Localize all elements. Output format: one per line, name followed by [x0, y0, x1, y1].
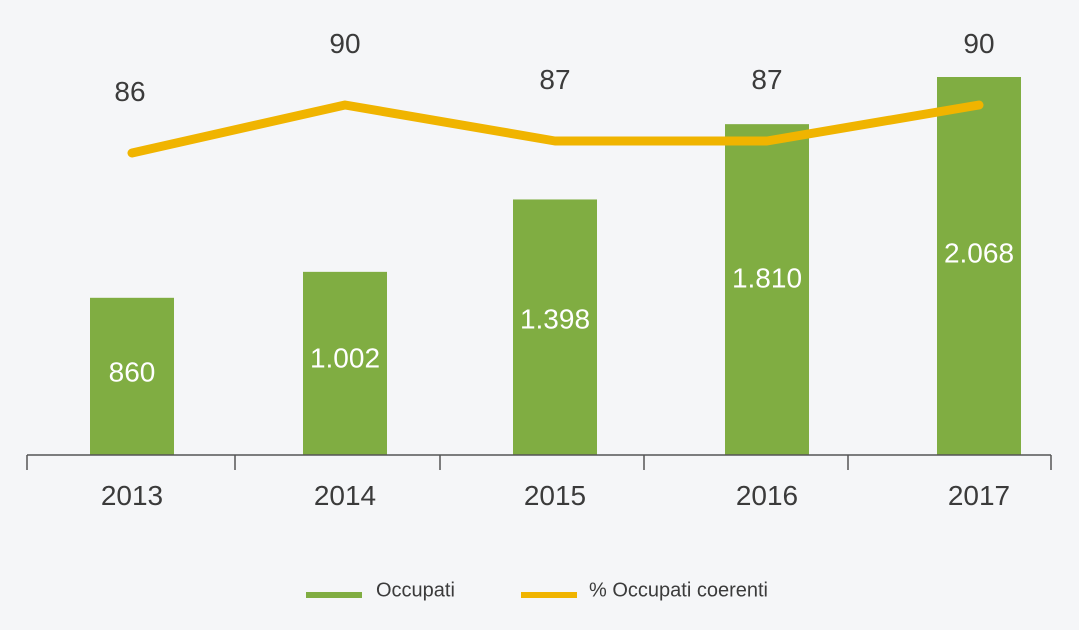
labels-group: 860 1.002 1.398 1.810 2.068 86 90 87 87 90	[109, 28, 1014, 388]
legend: Occupati % Occupati coerenti	[306, 579, 768, 601]
legend-label-occupati: Occupati	[376, 579, 455, 601]
legend-label-occupati-coerenti: % Occupati coerenti	[589, 579, 768, 601]
x-tick-label-2013: 2013	[101, 480, 163, 511]
x-tick-label-2014: 2014	[314, 480, 376, 511]
bar-label-2017: 2.068	[944, 237, 1014, 268]
bar-label-2013: 860	[109, 357, 156, 388]
line-label-2017: 90	[963, 28, 994, 59]
bar-label-2016: 1.810	[732, 263, 802, 294]
x-axis: 2013 2014 2015 2016 2017	[26, 454, 1052, 511]
bars-group	[90, 77, 1021, 456]
line-label-2014: 90	[329, 28, 360, 59]
bar-2016	[725, 124, 809, 456]
bar-2017	[937, 77, 1021, 455]
bar-2014	[303, 271, 387, 455]
bar-label-2014: 1.002	[310, 342, 380, 373]
x-tick-label-2017: 2017	[948, 480, 1010, 511]
line-label-2015: 87	[539, 64, 570, 95]
bar-label-2015: 1.398	[520, 303, 590, 334]
line-series-group	[127, 100, 984, 158]
line-label-2013: 86	[114, 76, 145, 107]
line-label-2016: 87	[751, 64, 782, 95]
line-occupati-coerenti	[127, 100, 984, 158]
x-tick-label-2016: 2016	[736, 480, 798, 511]
bar-2013	[90, 297, 174, 455]
bar-2015	[513, 199, 597, 455]
x-tick-label-2015: 2015	[524, 480, 586, 511]
